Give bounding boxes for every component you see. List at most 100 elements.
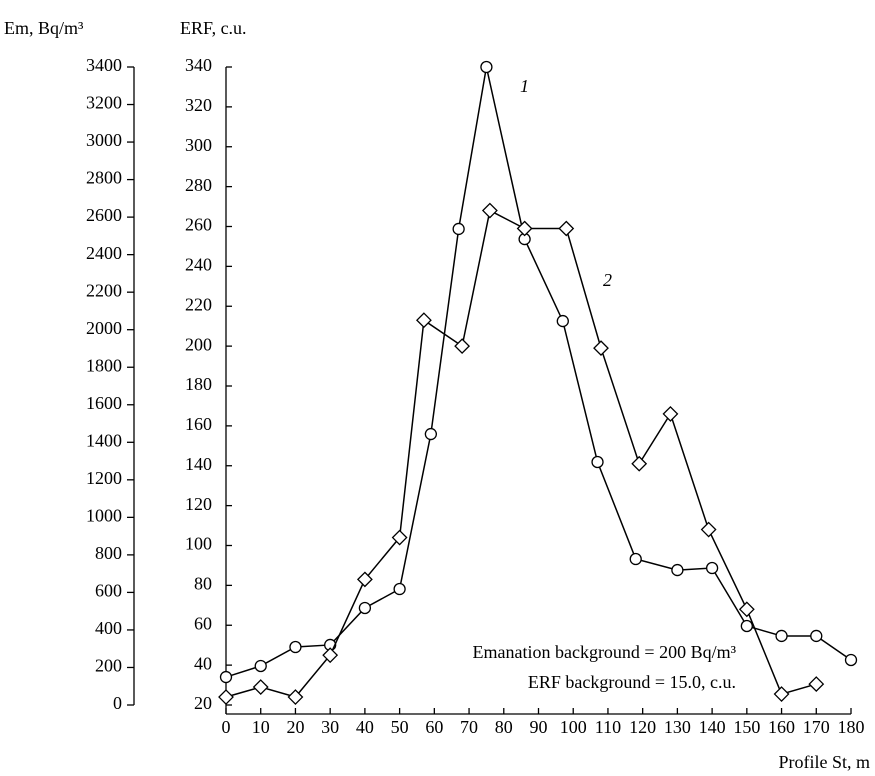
series-line xyxy=(225,66,852,678)
point xyxy=(254,659,267,673)
x-tick-label: 30 xyxy=(321,717,339,737)
point xyxy=(558,220,575,237)
y2-tick-label: 260 xyxy=(185,215,212,235)
y-tick-label: 600 xyxy=(95,581,122,601)
y2-tick-label: 100 xyxy=(185,534,212,554)
y-tick-label: 2600 xyxy=(86,205,122,225)
point xyxy=(738,601,755,618)
y-tick-label: 2400 xyxy=(86,243,122,263)
point xyxy=(662,405,679,422)
y2-tick-label: 220 xyxy=(185,294,212,314)
point xyxy=(356,571,373,588)
x-tick-label: 70 xyxy=(460,717,478,737)
y-tick-label: 2000 xyxy=(86,318,122,338)
y-tick-label: 1800 xyxy=(86,355,122,375)
point xyxy=(629,552,642,566)
x-tick-label: 50 xyxy=(391,717,409,737)
point xyxy=(393,582,406,596)
point xyxy=(773,686,790,702)
y2-tick-label: 240 xyxy=(185,255,212,275)
y2-tick-label: 300 xyxy=(185,135,212,155)
point xyxy=(775,629,788,643)
y-axis-label: Em, Bq/m³ xyxy=(4,18,84,38)
x-tick-label: 130 xyxy=(664,717,691,737)
x-tick-label: 160 xyxy=(768,717,795,737)
x-tick-label: 120 xyxy=(629,717,656,737)
y-tick-label: 1600 xyxy=(86,393,122,413)
y2-tick-label: 280 xyxy=(185,175,212,195)
point xyxy=(358,601,372,615)
point xyxy=(415,312,432,329)
point xyxy=(252,679,269,695)
point xyxy=(700,521,717,538)
x-tick-label: 10 xyxy=(252,717,270,737)
point xyxy=(516,220,533,237)
y2-tick-label: 340 xyxy=(185,55,212,75)
annotation: ERF background = 15.0, c.u. xyxy=(528,672,736,692)
x-tick-label: 90 xyxy=(530,717,548,737)
point xyxy=(480,60,493,74)
annotation: Emanation background = 200 Bq/m³ xyxy=(472,642,736,662)
y-tick-label: 1000 xyxy=(86,505,122,525)
point xyxy=(740,619,753,633)
y-tick-label: 800 xyxy=(95,543,122,563)
series-line xyxy=(225,209,817,698)
point xyxy=(454,338,471,355)
y-tick-label: 3000 xyxy=(86,130,122,150)
point xyxy=(844,653,858,667)
y2-tick-label: 20 xyxy=(194,693,212,713)
y-tick-label: 0 xyxy=(113,693,122,713)
y2-tick-label: 120 xyxy=(185,494,212,514)
y2-tick-label: 140 xyxy=(185,454,212,474)
y-tick-label: 3200 xyxy=(86,93,122,113)
y-tick-label: 400 xyxy=(95,618,122,638)
series-label: 2 xyxy=(603,270,612,290)
point xyxy=(481,202,498,219)
point xyxy=(705,561,719,575)
x-tick-label: 140 xyxy=(699,717,726,737)
x-tick-label: 80 xyxy=(495,717,513,737)
y-tick-label: 1400 xyxy=(86,430,122,450)
point xyxy=(591,455,604,469)
x-tick-label: 150 xyxy=(733,717,760,737)
point xyxy=(322,647,339,664)
x-tick-label: 20 xyxy=(286,717,304,737)
x-tick-label: 0 xyxy=(222,717,231,737)
series-label: 1 xyxy=(520,76,529,96)
point xyxy=(287,689,304,705)
y-tick-label: 2800 xyxy=(86,168,122,188)
x-tick-label: 100 xyxy=(560,717,587,737)
y2-tick-label: 40 xyxy=(194,653,212,673)
point xyxy=(219,670,233,684)
x-tick-label: 60 xyxy=(425,717,443,737)
point xyxy=(289,640,302,654)
y2-tick-label: 80 xyxy=(194,574,212,594)
y2-tick-label: 200 xyxy=(185,334,212,354)
x-tick-label: 40 xyxy=(356,717,374,737)
y2-axis-label: ERF, c.u. xyxy=(180,18,247,38)
y-tick-label: 3400 xyxy=(86,55,122,75)
x-axis-label: Profile St, m xyxy=(778,752,870,772)
y2-tick-label: 60 xyxy=(194,613,212,633)
point xyxy=(218,689,234,705)
y-tick-label: 200 xyxy=(95,656,122,676)
y-tick-label: 1200 xyxy=(86,468,122,488)
point xyxy=(391,529,408,546)
x-tick-label: 170 xyxy=(803,717,830,737)
y-tick-label: 2200 xyxy=(86,280,122,300)
point xyxy=(808,676,825,692)
y2-tick-label: 320 xyxy=(185,95,212,115)
y2-tick-label: 160 xyxy=(185,414,212,434)
point xyxy=(671,563,684,577)
point xyxy=(424,427,438,441)
y2-tick-label: 180 xyxy=(185,374,212,394)
x-tick-label: 180 xyxy=(838,717,865,737)
point xyxy=(631,455,648,472)
point xyxy=(810,629,823,643)
point xyxy=(556,314,569,328)
point xyxy=(593,340,609,357)
point xyxy=(452,222,465,236)
x-tick-label: 110 xyxy=(595,717,621,737)
